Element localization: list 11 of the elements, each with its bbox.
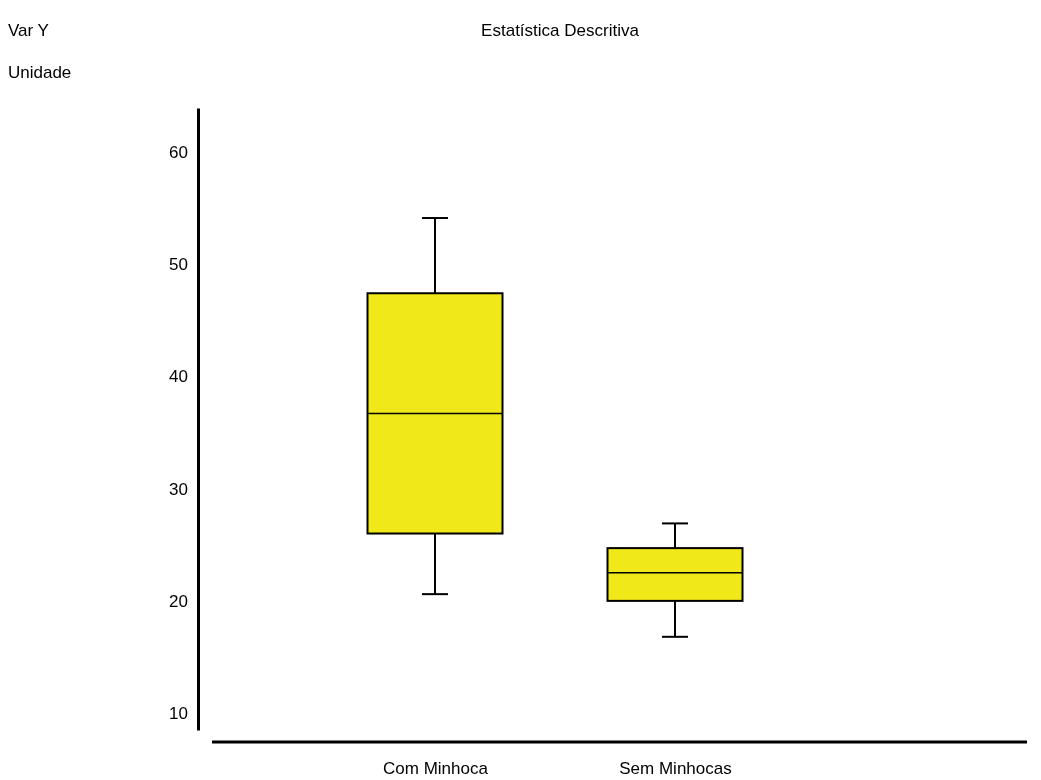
y-tick-label: 30 (169, 479, 188, 499)
chart-title: Estatística Descritiva (481, 21, 640, 40)
y-tick-label: 50 (169, 255, 188, 274)
x-tick-label: Com Minhoca (383, 759, 489, 779)
y-tick-label: 60 (169, 142, 188, 162)
x-tick-label: Sem Minhocas (619, 759, 732, 779)
y-tick-label: 20 (169, 591, 188, 611)
text: Unidade (8, 63, 72, 82)
y-tick-label: 40 (169, 367, 188, 387)
text: Var Y (8, 21, 49, 40)
y-tick-label: 10 (169, 704, 188, 724)
